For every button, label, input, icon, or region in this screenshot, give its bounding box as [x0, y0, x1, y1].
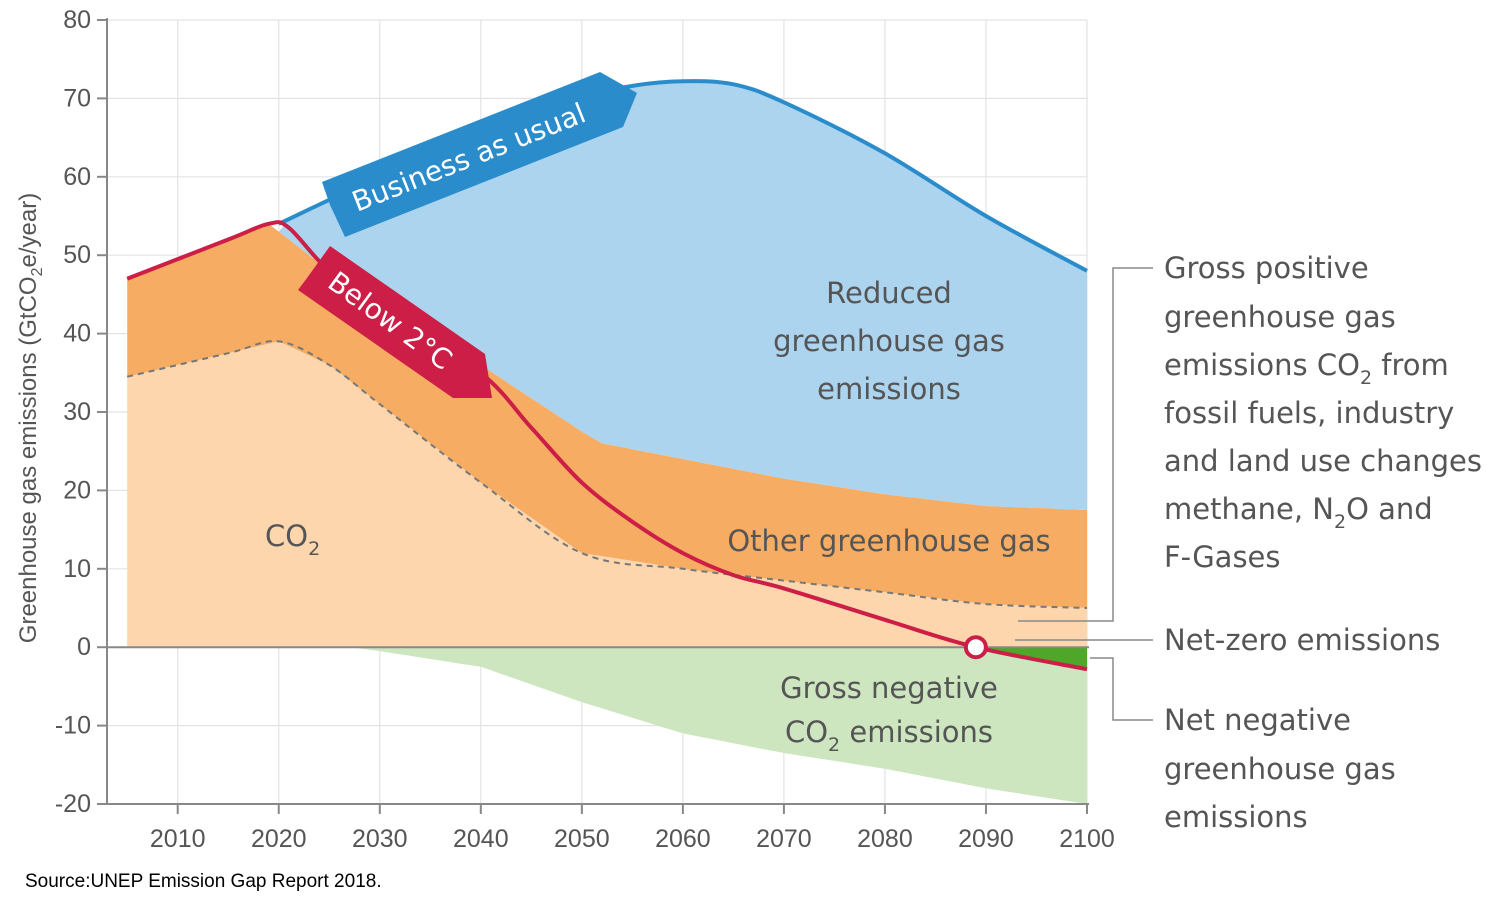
x-tick-label-2040: 2040	[453, 825, 509, 853]
business-as-usual-banner-shape	[322, 72, 637, 237]
net-negative-connector	[1090, 657, 1153, 721]
x-tick-label-2080: 2080	[857, 825, 913, 853]
co2-label-sub: 2	[308, 538, 320, 560]
co2-label: CO2	[265, 519, 320, 560]
x-tick-label-2050: 2050	[554, 825, 610, 853]
legend-gross-positive-line-2: greenhouse gas	[1164, 300, 1396, 334]
x-tick-label-2090: 2090	[958, 825, 1014, 853]
reduced-label-line-2: greenhouse gas	[773, 324, 1005, 358]
legend-connectors	[1015, 267, 1153, 721]
y-tick-label-10: 10	[63, 555, 91, 583]
legend-net-negative: Net negative greenhouse gas emissions	[1164, 703, 1396, 834]
x-tick-label-2070: 2070	[756, 825, 812, 853]
legend-gross-positive-line-6: methane, N2O and	[1164, 492, 1433, 533]
y-tick-label-20: 20	[63, 476, 91, 504]
y-tick-label--10: -10	[55, 712, 91, 740]
legend-gross-positive-line-1: Gross positive	[1164, 251, 1369, 285]
legend-gross-positive: Gross positive greenhouse gas emissions …	[1164, 251, 1482, 574]
legend-net-negative-line-3: emissions	[1164, 800, 1308, 834]
below-2c-banner-shape	[298, 246, 492, 398]
y-tick-label-50: 50	[63, 241, 91, 269]
legend-gp-line3-post: from	[1372, 348, 1449, 382]
x-tick-label-2020: 2020	[251, 825, 307, 853]
y-tick-label-30: 30	[63, 398, 91, 426]
gross-positive-connector	[1018, 267, 1153, 622]
co2-area	[127, 341, 1087, 648]
legend-gp-line6-sub: 2	[1334, 511, 1346, 533]
source-note: Source:UNEP Emission Gap Report 2018.	[25, 871, 382, 892]
gross-negative-label-line-1: Gross negative	[780, 671, 998, 705]
x-tick-label-2010: 2010	[150, 825, 206, 853]
other-ghg-label: Other greenhouse gas	[727, 524, 1050, 558]
y-tick-label--20: -20	[55, 790, 91, 818]
y-axis-title-pre: Greenhouse gas emissions (GtCO	[15, 276, 42, 643]
y-tick-label-40: 40	[63, 320, 91, 348]
legend-gross-positive-line-7: F-Gases	[1164, 540, 1281, 574]
x-tick-label-2100: 2100	[1059, 825, 1115, 853]
gross-negative-co2-rest: emissions	[840, 715, 993, 749]
legend-gross-positive-line-4: fossil fuels, industry	[1164, 396, 1454, 430]
co2-boundary-dashed-line	[126, 340, 1088, 609]
legend-gp-line3-sub: 2	[1360, 367, 1372, 389]
y-axis-title: Greenhouse gas emissions (GtCO2e/year)	[15, 193, 46, 643]
y-axis-title-sub: 2	[29, 267, 46, 276]
reduced-label-line-3: emissions	[817, 372, 961, 406]
gross-negative-co2-sub: 2	[828, 734, 840, 756]
legend-gp-line6-pre: methane, N	[1164, 492, 1334, 526]
y-tick-label-70: 70	[63, 84, 91, 112]
x-tick-label-2030: 2030	[352, 825, 408, 853]
gross-negative-area	[278, 647, 1087, 804]
net-zero-marker	[963, 635, 988, 660]
legend-net-negative-line-1: Net negative	[1164, 703, 1351, 737]
gross-negative-co2-main: CO	[785, 715, 828, 749]
legend-net-zero: Net-zero emissions	[1164, 623, 1440, 657]
below-2c-line	[126, 220, 1088, 672]
legend-gp-line3-pre: emissions CO	[1164, 348, 1360, 382]
x-tick-label-2060: 2060	[655, 825, 711, 853]
y-axis-title-post: e/year)	[15, 193, 42, 268]
legend-gross-positive-line-3: emissions CO2 from	[1164, 348, 1449, 389]
y-tick-label-80: 80	[63, 6, 91, 34]
legend-net-negative-line-2: greenhouse gas	[1164, 752, 1396, 786]
gross-negative-label-line-2: CO2 emissions	[785, 715, 993, 756]
reduced-label-line-1: Reduced	[826, 276, 952, 310]
y-tick-label-60: 60	[63, 163, 91, 191]
co2-label-main: CO	[265, 519, 308, 553]
legend-gp-line6-post: O and	[1346, 492, 1433, 526]
y-tick-label-0: 0	[77, 633, 91, 661]
legend-gross-positive-line-5: and land use changes	[1164, 444, 1482, 478]
